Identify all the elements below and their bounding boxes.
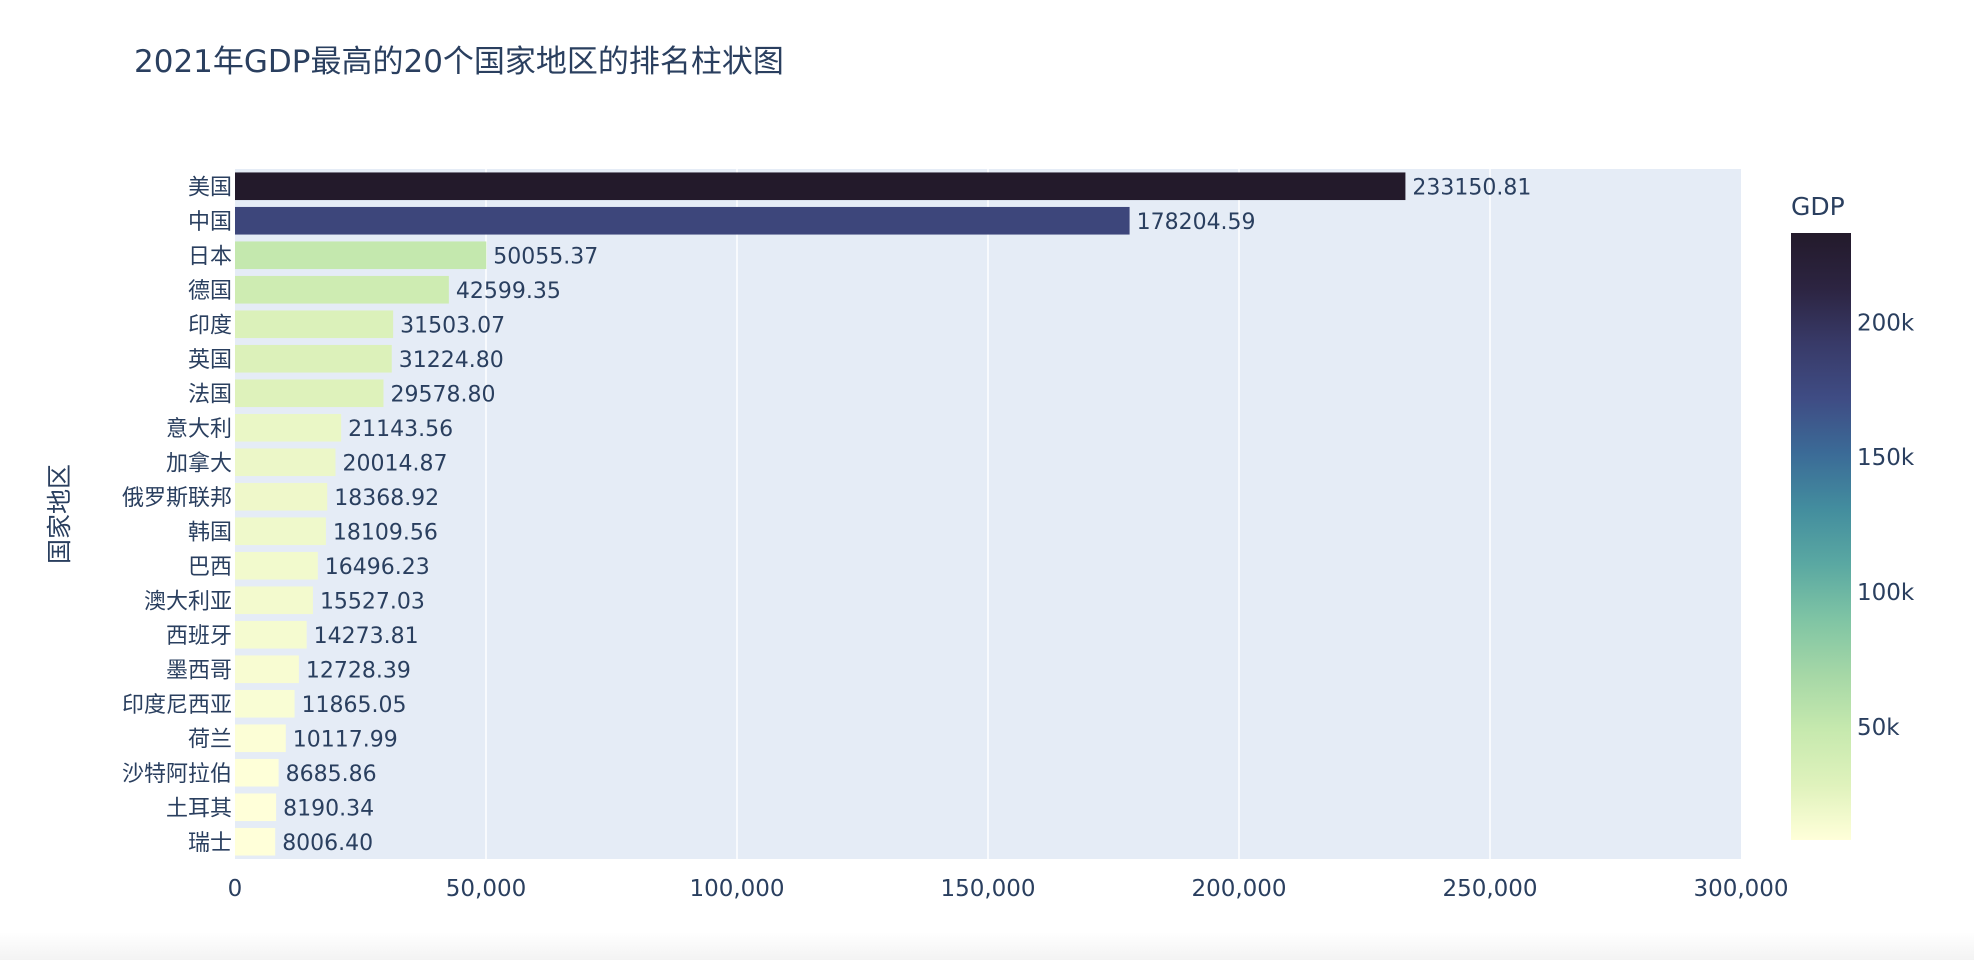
bar-value-label: 10117.99 xyxy=(293,727,398,752)
page-footer-shade xyxy=(0,932,1974,960)
colorbar: GDP 50k 100k 150k 200k xyxy=(1791,192,1915,840)
colorbar-tick-label: 50k xyxy=(1857,715,1900,741)
bar-value-label: 21143.56 xyxy=(348,417,453,442)
category-label: 巴西 xyxy=(188,555,232,580)
bar xyxy=(235,482,328,511)
colorbar-tick-label: 100k xyxy=(1857,580,1915,606)
category-label: 荷兰 xyxy=(188,727,232,752)
x-tick-label: 100,000 xyxy=(689,876,784,902)
bar xyxy=(235,793,277,822)
bar xyxy=(235,689,295,718)
y-axis-title: 国家地区 xyxy=(45,464,74,564)
bar xyxy=(235,827,276,856)
bar xyxy=(235,758,279,787)
colorbar-title: GDP xyxy=(1791,192,1845,221)
category-labels: 美国中国日本德国印度英国法国意大利加拿大俄罗斯联邦韩国巴西澳大利亚西班牙墨西哥印… xyxy=(122,175,232,856)
category-label: 韩国 xyxy=(188,520,232,545)
x-tick-labels: 0 50,000 100,000 150,000 200,000 250,000 300,0… xyxy=(228,876,1789,902)
category-label: 中国 xyxy=(188,210,232,235)
category-label: 瑞士 xyxy=(188,831,232,856)
category-label: 印度 xyxy=(188,313,232,338)
colorbar-tick-labels: 50k 100k 150k 200k xyxy=(1857,310,1915,740)
bar xyxy=(235,275,449,304)
category-label: 西班牙 xyxy=(166,624,232,649)
bar-value-label: 11865.05 xyxy=(302,693,407,718)
bar-value-label: 15527.03 xyxy=(320,589,425,614)
bar xyxy=(235,620,307,649)
chart-title: 2021年GDP最高的20个国家地区的排名柱状图 xyxy=(134,44,784,80)
bar xyxy=(235,172,1406,201)
bar xyxy=(235,586,313,615)
x-tick-label: 250,000 xyxy=(1442,876,1537,902)
bar-value-label: 50055.37 xyxy=(493,244,598,269)
x-tick-label: 50,000 xyxy=(446,876,526,902)
category-label: 印度尼西亚 xyxy=(122,693,232,718)
x-gridlines xyxy=(485,169,1491,859)
category-label: 澳大利亚 xyxy=(144,589,232,614)
colorbar-tick-label: 150k xyxy=(1857,445,1915,471)
bar xyxy=(235,517,326,546)
bar-value-label: 8685.86 xyxy=(286,762,377,787)
bar xyxy=(235,310,394,339)
value-labels: 233150.81 178204.59 50055.37 42599.35 31503.… xyxy=(282,175,1531,856)
bar xyxy=(235,724,286,753)
bar xyxy=(235,379,384,408)
bar xyxy=(235,241,487,270)
bar-value-label: 31503.07 xyxy=(400,313,505,338)
colorbar-tick-label: 200k xyxy=(1857,310,1915,336)
category-label: 加拿大 xyxy=(166,450,232,476)
bar-value-label: 16496.23 xyxy=(325,555,430,580)
x-tick-label: 200,000 xyxy=(1191,876,1286,902)
bar xyxy=(235,448,336,477)
category-label: 墨西哥 xyxy=(166,658,232,683)
category-label: 土耳其 xyxy=(166,796,232,821)
category-label: 英国 xyxy=(188,348,232,373)
bar-value-label: 178204.59 xyxy=(1137,210,1256,235)
bar-value-label: 14273.81 xyxy=(314,624,419,649)
bar xyxy=(235,344,392,373)
bar-value-label: 42599.35 xyxy=(456,279,561,304)
category-label: 沙特阿拉伯 xyxy=(122,762,232,787)
bars xyxy=(235,172,1406,856)
category-label: 意大利 xyxy=(166,417,232,442)
bar-value-label: 8190.34 xyxy=(283,796,374,821)
category-label: 德国 xyxy=(188,279,232,304)
category-label: 美国 xyxy=(188,175,232,200)
bar-value-label: 31224.80 xyxy=(399,348,504,373)
bar-value-label: 29578.80 xyxy=(390,382,495,407)
bar-value-label: 233150.81 xyxy=(1412,175,1531,200)
bar xyxy=(235,551,318,580)
x-tick-label: 150,000 xyxy=(940,876,1035,902)
bar-value-label: 18109.56 xyxy=(333,520,438,545)
bar xyxy=(235,206,1130,235)
colorbar-gradient xyxy=(1791,233,1851,840)
category-label: 法国 xyxy=(188,382,232,407)
bar-value-label: 12728.39 xyxy=(306,658,411,683)
bar xyxy=(235,655,299,684)
x-tick-label: 300,000 xyxy=(1693,876,1788,902)
x-tick-label: 0 xyxy=(228,876,243,902)
bar-value-label: 8006.40 xyxy=(282,831,373,856)
bar-value-label: 20014.87 xyxy=(342,451,447,476)
bar xyxy=(235,413,342,442)
bar-value-label: 18368.92 xyxy=(334,486,439,511)
category-label: 俄罗斯联邦 xyxy=(122,486,232,511)
category-label: 日本 xyxy=(188,244,232,269)
